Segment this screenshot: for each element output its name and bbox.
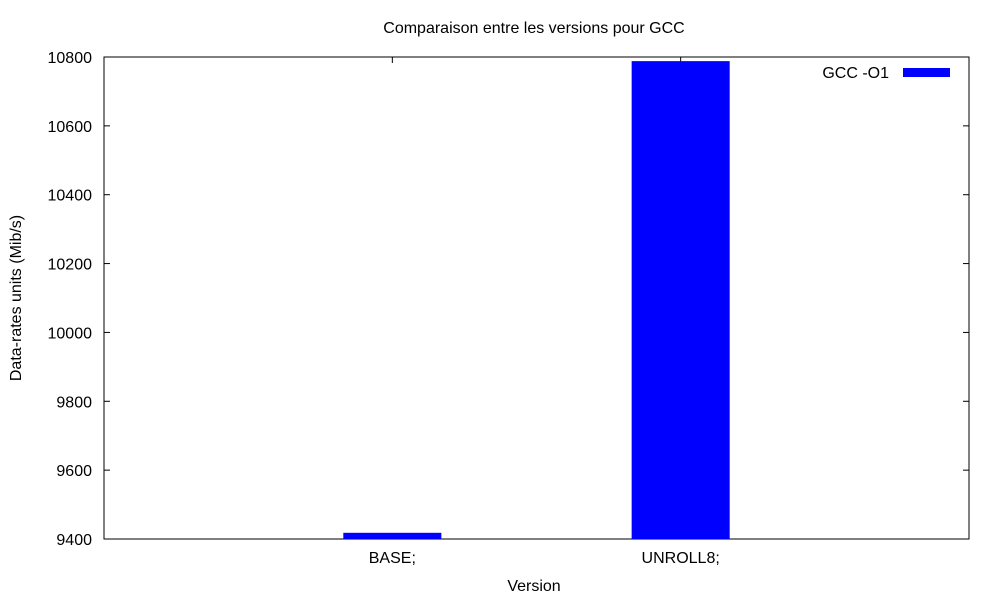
bars [343,61,730,539]
x-tick-label: UNROLL8; [642,550,720,567]
bar [343,532,442,539]
legend: GCC -O1 [822,65,950,82]
chart-title: Comparaison entre les versions pour GCC [383,20,684,37]
y-tick-label: 10600 [48,119,93,136]
y-tick-label: 9400 [56,532,92,549]
x-axis-ticks: BASE; UNROLL8; [369,57,720,567]
y-tick-label: 10800 [48,50,93,67]
legend-swatch [903,68,950,77]
y-tick-label: 10200 [48,257,93,274]
x-tick-label: BASE; [369,550,416,567]
x-axis-label: Version [507,578,560,595]
y-axis-ticks: 9400 9600 9800 10000 10200 10400 10600 10800 [48,50,969,549]
y-axis-label: Data-rates units (Mib/s) [8,215,25,381]
y-tick-label: 10400 [48,188,93,205]
y-tick-label: 10000 [48,325,93,342]
y-tick-label: 9600 [56,463,92,480]
y-tick-label: 9800 [56,394,92,411]
legend-label: GCC -O1 [822,65,889,82]
plot-area-frame [103,56,970,540]
bar [631,61,730,539]
